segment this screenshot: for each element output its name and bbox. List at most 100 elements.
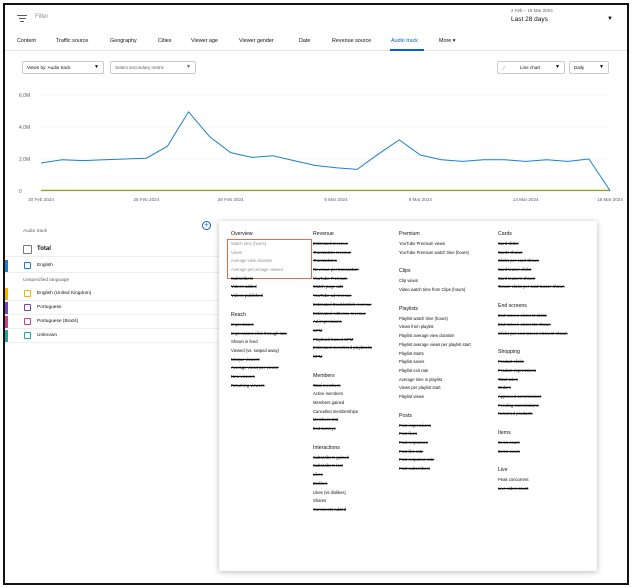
metric-option[interactable]: Revenue per transaction — [313, 267, 359, 273]
metric-option[interactable]: Likes (vs dislikes) — [313, 489, 346, 495]
metric-option[interactable]: Estimated revenue — [313, 241, 348, 246]
metric-option[interactable]: Impressions — [231, 321, 254, 327]
metric-option[interactable]: Dislikes — [313, 480, 328, 486]
metric-option[interactable]: New viewers — [231, 373, 255, 379]
metric-option[interactable]: Impressions click-through rate — [231, 330, 287, 336]
metric-option[interactable]: Exit surveys — [313, 426, 336, 432]
metric-option[interactable]: Watch page ads — [313, 284, 344, 290]
metric-option[interactable]: Comments added — [313, 506, 347, 512]
row-checkbox[interactable] — [24, 318, 31, 325]
metric-option[interactable]: Clip views — [399, 278, 418, 284]
date-period-select[interactable]: Last 28 days — [511, 16, 548, 23]
metric-option[interactable]: Transactions — [313, 258, 337, 264]
chevron-down-icon[interactable]: ▼ — [607, 16, 613, 22]
metric-option[interactable]: YouTube Premium views — [399, 241, 446, 246]
metric-option[interactable]: Average time in playlist — [399, 376, 442, 382]
table-row[interactable]: Portuguese — [5, 301, 220, 315]
metric-option[interactable]: Transaction revenue — [313, 249, 352, 255]
metric-option[interactable]: Average views per viewer — [231, 365, 279, 371]
metric-option[interactable]: YouTube ad revenue — [313, 293, 352, 299]
filter-input[interactable]: Filter — [35, 14, 49, 20]
metric-option[interactable]: Average percentage viewed — [231, 267, 283, 273]
metric-option[interactable]: YouTube Premium watch time (hours) — [399, 249, 469, 255]
metric-option[interactable]: Playlist starts — [399, 350, 424, 356]
metric-option[interactable]: Subscribers — [231, 275, 254, 281]
row-checkbox[interactable] — [24, 332, 31, 339]
tab-more[interactable]: More ▾ — [439, 38, 456, 44]
tab-revenue-source[interactable]: Revenue source — [332, 38, 372, 44]
metric-option[interactable]: Videos published — [231, 293, 263, 299]
metric-option[interactable]: Estimated AdSense revenue — [313, 310, 366, 316]
metric-option[interactable]: Approved commissions — [498, 393, 542, 399]
chart-type-select[interactable]: ⟋ Line chart ▼ — [497, 61, 565, 74]
row-checkbox[interactable] — [23, 245, 32, 254]
metric-option[interactable]: End screen element clicks — [498, 313, 547, 319]
metric-option[interactable]: Peak concurrent — [498, 477, 529, 483]
metric-option[interactable]: Playlist average view duration — [399, 333, 455, 339]
metric-option[interactable]: YouTube Premium — [313, 275, 348, 281]
table-row[interactable]: English (United Kingdom) — [5, 287, 220, 301]
metric-option[interactable]: Product clicks — [498, 359, 524, 365]
metric-option[interactable]: Views from playlist — [399, 324, 434, 330]
series-line[interactable] — [40, 110, 611, 191]
metric-option[interactable]: Viewed (vs. swiped away) — [231, 347, 280, 353]
metric-option[interactable]: Playlist saves — [399, 359, 425, 365]
metric-option[interactable]: Returning viewers — [231, 382, 265, 388]
metric-option[interactable]: Clicks per end screen element shown — [498, 330, 568, 336]
add-metric-button[interactable]: + — [202, 221, 211, 230]
metric-option[interactable]: Playlist average views per playlist star… — [399, 341, 471, 347]
metric-option[interactable]: Pending commissions — [498, 402, 539, 408]
metric-option[interactable]: Playlist views — [399, 393, 424, 399]
table-row[interactable]: English — [5, 259, 220, 273]
metric-option[interactable]: Post subscribers — [399, 466, 430, 472]
table-row[interactable]: Unknown — [5, 329, 220, 343]
metric-option[interactable]: Playback-based CPM — [313, 336, 354, 342]
metric-option[interactable]: Teaser clicks per card teaser shown — [498, 284, 565, 290]
secondary-metric-select[interactable]: Select secondary metric ▼ — [110, 61, 196, 74]
primary-dimension-select[interactable]: Views by: Audio track ▼ — [22, 61, 104, 74]
tab-date[interactable]: Date — [299, 38, 311, 44]
metric-option[interactable]: Post likes — [399, 431, 417, 437]
tab-geography[interactable]: Geography — [110, 38, 137, 44]
metric-option[interactable]: Playlist watch time (hours) — [399, 315, 448, 321]
metric-option[interactable]: Cards shown — [498, 249, 523, 255]
table-row[interactable]: Portuguese (Brazil) — [5, 315, 220, 329]
metric-option[interactable]: Subscribers gained — [313, 454, 349, 460]
filter-icon[interactable] — [17, 15, 27, 23]
row-checkbox[interactable] — [24, 304, 31, 311]
metric-option[interactable]: Total members — [313, 382, 341, 388]
metric-option[interactable]: Videos added — [231, 284, 257, 290]
table-row-total[interactable]: Total — [5, 243, 220, 257]
tab-cities[interactable]: Cities — [158, 38, 172, 44]
metric-option[interactable]: Members lost — [313, 417, 339, 423]
tab-content[interactable]: Content — [17, 38, 36, 44]
metric-option[interactable]: Items views — [498, 448, 520, 454]
metric-option[interactable]: Views per playlist start — [399, 385, 441, 391]
metric-option[interactable]: Live video count — [498, 486, 529, 492]
metric-option[interactable]: Estimated monetised playbacks — [313, 345, 372, 351]
metric-option[interactable]: Clicks per card shown — [498, 258, 539, 264]
metric-option[interactable]: Post like rate — [399, 448, 424, 454]
metric-option[interactable]: Returned products — [498, 411, 533, 417]
metric-option[interactable]: Orders — [498, 385, 511, 391]
metric-option[interactable]: Likes — [313, 472, 323, 478]
metric-option[interactable]: Post response rate — [399, 457, 435, 463]
metric-option[interactable]: Product impressions — [498, 367, 536, 373]
metric-option[interactable]: Average view duration — [231, 258, 273, 264]
metric-option[interactable]: Watch time (hours) — [231, 241, 267, 246]
metric-option[interactable]: Views — [231, 249, 243, 255]
metric-option[interactable]: Estimated DoubleClick revenue — [313, 301, 372, 307]
metric-option[interactable]: Subscribers lost — [313, 463, 343, 469]
metric-option[interactable]: Playlist exit rate — [399, 367, 429, 373]
row-checkbox[interactable] — [24, 290, 31, 297]
metric-option[interactable]: Members gained — [313, 400, 345, 405]
metric-option[interactable]: Post impressions — [399, 422, 431, 428]
metric-option[interactable]: Card teasers shown — [498, 275, 536, 281]
tab-audio-track[interactable]: Audio track — [391, 38, 418, 44]
metric-option[interactable]: Post responses — [399, 440, 428, 445]
metric-option[interactable]: End screen elements shown — [498, 321, 551, 327]
metric-option[interactable]: Shares — [313, 498, 327, 504]
tab-traffic-source[interactable]: Traffic source — [56, 38, 89, 44]
metric-option[interactable]: Cancelled memberships — [313, 408, 358, 414]
metric-option[interactable]: CPM — [313, 327, 323, 333]
